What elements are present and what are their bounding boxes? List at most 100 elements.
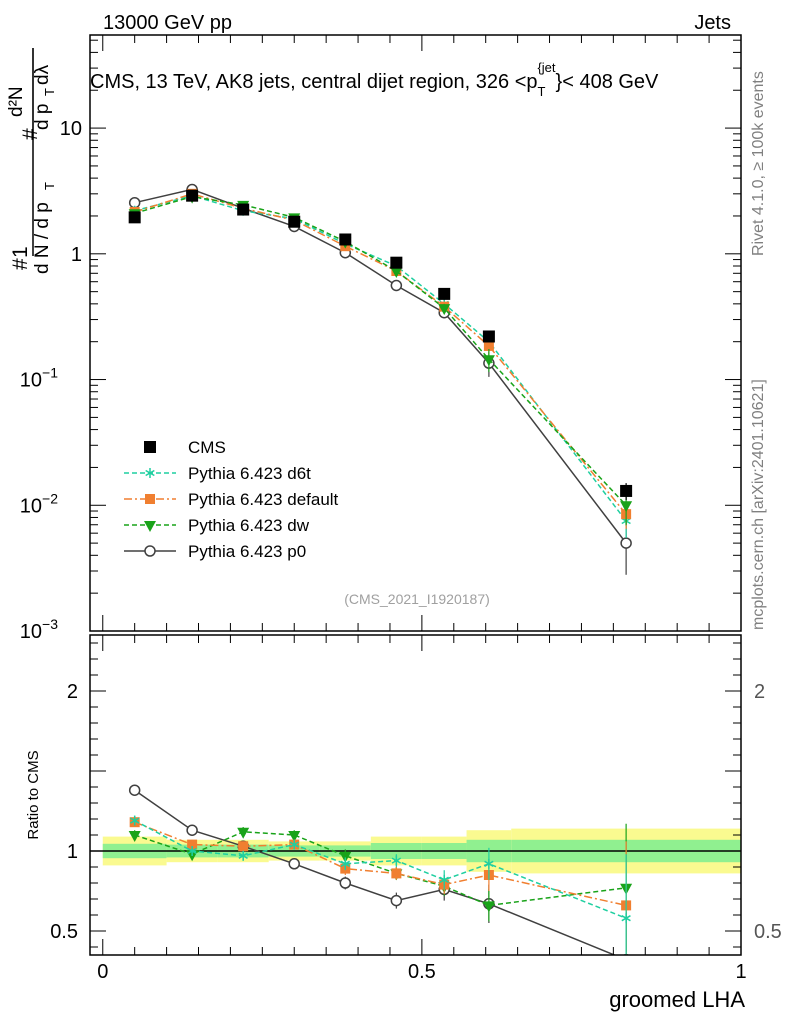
main-point-p0	[620, 537, 632, 549]
main-point-dw	[438, 304, 451, 316]
main-point-cms	[128, 211, 141, 224]
ratio-point-d6t-stroke	[621, 915, 631, 922]
ratio-point-d6t	[187, 846, 197, 856]
analysis-watermark: (CMS_2021_I1920187)	[344, 591, 490, 607]
ratio-point-d6t-stroke	[340, 860, 350, 867]
main-point-dw	[620, 501, 633, 513]
legend-entry-cms: CMS	[144, 438, 226, 457]
legend-entry-default: Pythia 6.423 default	[124, 490, 339, 509]
svg-text:dλ: dλ	[32, 64, 53, 85]
svg-text:T: T	[42, 88, 57, 96]
ratio-line-d6t	[134, 819, 627, 919]
legend-marker-p0	[144, 545, 156, 557]
main-point-default	[483, 340, 494, 351]
ratio-point-d6t-stroke	[187, 847, 197, 855]
legend-label-cms: CMS	[188, 438, 226, 457]
ratio-point-d6t	[340, 858, 350, 869]
ratio-point-p0	[390, 894, 403, 907]
legend-entry-p0: Pythia 6.423 p0	[124, 542, 306, 561]
ratio-ylabel: Ratio to CMS	[25, 750, 42, 839]
ratio-point-p0	[339, 877, 352, 889]
ratio-point-d6t-stroke	[391, 857, 402, 864]
ratio-point-d6t	[484, 858, 494, 869]
main-point-cms	[288, 215, 301, 228]
main-ytick-label: 10−2	[20, 490, 58, 517]
svg-text:#: #	[9, 258, 32, 270]
ratio-ytick-label: 2	[67, 681, 78, 703]
ratio-point-d6t	[391, 855, 402, 866]
ratio-point-d6t	[439, 874, 449, 885]
main-line-default	[134, 193, 627, 515]
header-right: Jets	[694, 12, 731, 34]
main-ytick-label: 10	[60, 118, 82, 140]
ratio-point-default	[238, 841, 249, 852]
main-ytick-label: 10−3	[20, 616, 58, 643]
svg-text:d N / d p: d N / d p	[32, 202, 53, 274]
main-ylabel: # 1 d N / d p T # d²N d p T dλ	[6, 48, 57, 274]
ratio-point-d6t-stroke	[238, 852, 248, 859]
ratio-point-dw	[237, 827, 250, 839]
legend-label-d6t: Pythia 6.423 d6t	[188, 464, 311, 483]
x-axis-label: groomed LHA	[609, 987, 745, 1012]
ratio-plot-area	[128, 784, 633, 955]
legend-label-dw: Pythia 6.423 dw	[188, 516, 310, 535]
legend-label-p0: Pythia 6.423 p0	[188, 542, 306, 561]
ratio-point-dw	[128, 831, 141, 842]
rivet-label: Rivet 4.1.0, ≥ 100k events	[750, 71, 767, 256]
ratio-ytick-label: 0.5	[50, 921, 78, 943]
axes: 10−3 10−2 10−1 1 10 0 0.5 1 0.5 0.5 1 2 2	[20, 34, 782, 983]
main-point-cms	[390, 256, 403, 269]
ratio-xtick-label: 1	[735, 961, 746, 983]
svg-text:#: #	[19, 128, 42, 140]
ratio-xtick-label: 0.5	[408, 961, 436, 983]
legend-label-default: Pythia 6.423 default	[188, 490, 339, 509]
ratio-point-dw	[288, 831, 301, 842]
main-point-cms	[438, 287, 451, 300]
ratio-point-dw	[339, 851, 352, 863]
ratio-point-d6t-stroke	[289, 841, 299, 848]
main-line-d6t	[134, 194, 627, 522]
ratio-point-d6t-stroke	[129, 817, 140, 824]
svg-text:d²N: d²N	[6, 86, 27, 117]
ratio-point-d6t	[289, 839, 299, 850]
ratio-ytick-label-right: 2	[754, 681, 765, 703]
svg-text:T: T	[42, 182, 57, 190]
ratio-point-d6t-stroke	[484, 860, 494, 867]
ratio-xtick-label: 0	[97, 961, 108, 983]
main-point-cms	[482, 330, 495, 343]
legend-marker-d6t-stroke	[145, 469, 155, 477]
main-point-p0	[390, 279, 403, 292]
ratio-line-p0	[134, 789, 617, 955]
main-line-dw	[134, 195, 627, 506]
ratio-series-d6t	[129, 815, 631, 955]
ratio-point-p0	[622, 954, 630, 955]
header-left: 13000 GeV pp	[103, 12, 232, 34]
svg-text:1: 1	[9, 246, 32, 258]
main-point-cms	[339, 233, 352, 246]
legend-marker-d6t	[145, 468, 155, 478]
ratio-frame	[89, 634, 742, 956]
main-point-cms	[237, 203, 250, 216]
ratio-point-p0	[288, 858, 300, 870]
mcplots-label: mcplots.cern.ch [arXiv:2401.10621]	[750, 379, 767, 630]
main-ytick-label: 10−1	[20, 365, 58, 392]
main-title: CMS, 13 TeV, AK8 jets, central dijet reg…	[90, 60, 659, 99]
ratio-point-d6t-stroke	[439, 876, 449, 883]
main-series-d6t	[129, 190, 631, 538]
ratio-point-p0	[128, 784, 141, 796]
ratio-point-d6t	[129, 815, 140, 826]
ratio-point-p0	[186, 824, 198, 836]
ratio-point-d6t	[621, 913, 631, 924]
ratio-point-dw	[482, 901, 495, 913]
main-frame	[89, 34, 742, 632]
legend-entry-d6t: Pythia 6.423 d6t	[124, 464, 311, 483]
ratio-ytick-label: 1	[67, 841, 78, 863]
main-ytick-label: 1	[71, 244, 82, 266]
main-point-dw	[390, 266, 403, 278]
legend-marker-dw	[144, 521, 156, 532]
main-point-cms	[620, 484, 633, 497]
ratio-point-default	[187, 839, 198, 850]
main-series-cms	[128, 189, 633, 501]
main-plot-area	[128, 183, 633, 575]
